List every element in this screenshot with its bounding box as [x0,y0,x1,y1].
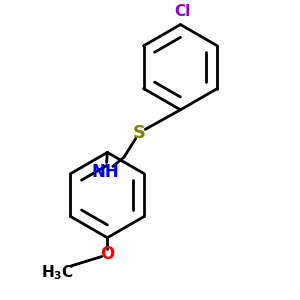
Text: Cl: Cl [174,4,190,19]
Text: O: O [100,245,115,263]
Text: NH: NH [92,163,120,181]
Text: S: S [133,124,146,142]
Text: $\mathregular{H_3C}$: $\mathregular{H_3C}$ [40,263,74,282]
